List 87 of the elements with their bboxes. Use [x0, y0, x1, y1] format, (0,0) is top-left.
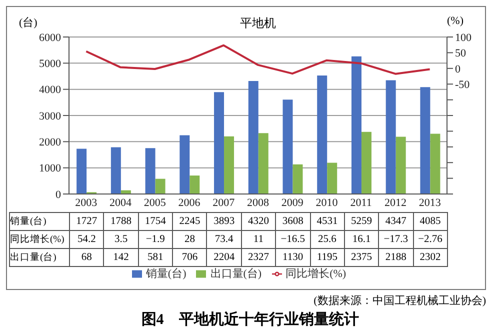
x-tick-label: 2012 — [384, 196, 406, 209]
bar — [155, 178, 166, 194]
bar — [282, 100, 293, 194]
y-tick-label: 6000 — [39, 32, 62, 44]
x-tick-label: 2003 — [75, 196, 98, 209]
x-tick-label: 2009 — [281, 196, 304, 209]
x-tick-label: 2011 — [350, 196, 372, 209]
x-tick-label: 2008 — [247, 196, 270, 209]
y2-tick-label: -50 — [455, 79, 470, 92]
y2-axis-title: (%) — [447, 15, 464, 27]
bar — [258, 133, 268, 194]
bar — [386, 80, 396, 194]
data-label: 142 — [104, 248, 138, 266]
data-label: 2245 — [172, 212, 207, 230]
data-label: 4347 — [378, 212, 414, 230]
x-tick-label: 2007 — [212, 196, 236, 209]
x-tick-label: 2005 — [144, 196, 166, 209]
bar — [292, 164, 303, 194]
data-label: 16.1 — [344, 230, 379, 248]
bar — [180, 135, 190, 194]
data-label: 3608 — [276, 212, 310, 230]
data-label: 3.5 — [104, 230, 138, 248]
data-label: 1130 — [276, 248, 310, 266]
data-label: 2327 — [241, 248, 276, 266]
y-tick-label: 1000 — [39, 162, 62, 175]
data-label: 54.2 — [70, 230, 104, 248]
data-label: 2302 — [413, 248, 448, 266]
data-label: 25.6 — [310, 230, 344, 248]
bar — [248, 80, 258, 194]
x-tick-label: 2004 — [110, 196, 132, 209]
text: 同比增长(%) — [10, 235, 64, 245]
data-label: 581 — [138, 248, 173, 266]
legend-label: 销量(台) — [146, 268, 186, 280]
y2-tick-label: 50 — [455, 48, 466, 60]
bar — [317, 75, 328, 194]
data-label: −16.5 — [276, 230, 310, 248]
data-label: 73.4 — [206, 230, 242, 248]
bar — [224, 136, 234, 194]
bar — [361, 132, 372, 194]
data-label: 4085 — [413, 212, 448, 230]
legend-label: 同比增长(%) — [286, 268, 346, 280]
data-label: 2375 — [344, 248, 379, 266]
data-label: −1.9 — [138, 230, 173, 248]
data-label: 4320 — [241, 212, 276, 230]
data-label: 1754 — [138, 212, 173, 230]
bar — [396, 136, 406, 194]
bar — [145, 148, 156, 194]
data-label: −2.76 — [413, 230, 448, 248]
bar — [190, 176, 200, 194]
y-tick-label: 2000 — [39, 136, 62, 149]
x-tick-label: 2013 — [418, 196, 442, 209]
y2-tick-label: 0 — [455, 63, 461, 76]
bar — [110, 147, 121, 194]
data-label: 3893 — [206, 212, 242, 230]
data-label: 1195 — [310, 248, 344, 266]
bar — [76, 148, 87, 194]
legend-label: 出口量(台) — [210, 268, 262, 280]
y-tick-label: 3000 — [39, 110, 62, 122]
data-label: 4531 — [310, 212, 344, 230]
data-label: 2188 — [378, 248, 414, 266]
data-label: 28 — [172, 230, 207, 248]
y2-tick-label: 100 — [455, 32, 472, 44]
text: 销量(台) — [10, 217, 46, 227]
caption: 图4 平地机近十年行业销量统计 — [140, 310, 360, 329]
y-tick-label: 4000 — [39, 84, 62, 96]
y-tick-label: 0 — [56, 188, 62, 201]
data-label: −17.3 — [378, 230, 414, 248]
data-label: 11 — [241, 230, 276, 248]
data-label: 2204 — [206, 248, 242, 266]
data-label: 1727 — [70, 212, 104, 230]
bar — [351, 56, 362, 194]
data-label: 5259 — [344, 212, 379, 230]
text: (数据来源：中国工程机械工业协会) — [314, 294, 486, 308]
bar — [214, 92, 224, 194]
y-axis-title: (台) — [19, 16, 38, 30]
data-label: 706 — [172, 248, 207, 266]
x-tick-label: 2006 — [178, 196, 201, 209]
bar — [420, 87, 430, 194]
chart-title: 平地机 — [239, 15, 277, 32]
x-tick-label: 2010 — [316, 196, 338, 209]
data-label: 68 — [70, 248, 104, 266]
text: 出口量(台) — [10, 253, 56, 263]
data-label: 1788 — [104, 212, 138, 230]
line-series — [85, 44, 431, 75]
bar — [430, 134, 440, 194]
bar — [327, 162, 338, 194]
y-tick-label: 5000 — [39, 58, 62, 70]
